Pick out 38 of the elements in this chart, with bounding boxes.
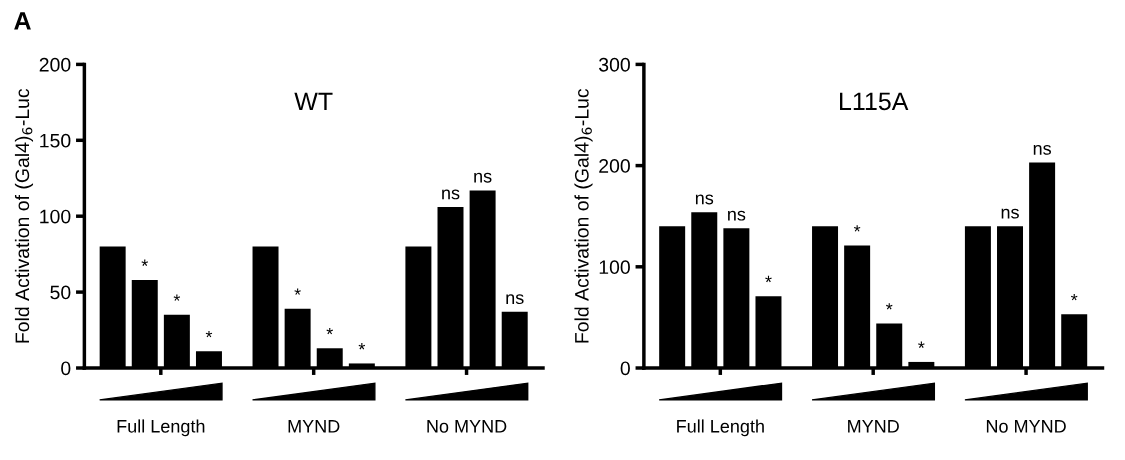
data-label: ns bbox=[1001, 208, 1019, 219]
x-tick-label: Full Length bbox=[117, 419, 205, 437]
data-label: ns bbox=[474, 172, 492, 183]
data-label: ns bbox=[1033, 144, 1051, 155]
text: L115A bbox=[840, 92, 909, 111]
y-tick-label: 0 bbox=[61, 361, 71, 376]
y-tick-label: 0 bbox=[620, 361, 630, 376]
y-tick-label: 300 bbox=[598, 57, 630, 72]
y-tick-label: 200 bbox=[599, 159, 630, 173]
data-label: ns bbox=[506, 294, 524, 305]
data-label: * bbox=[173, 294, 181, 301]
data-label: * bbox=[205, 330, 213, 338]
data-label: * bbox=[1071, 294, 1078, 301]
text: A bbox=[14, 12, 31, 30]
y-tick-label: 100 bbox=[599, 260, 630, 275]
y-tick-label: 200 bbox=[39, 57, 71, 72]
data-label: * bbox=[853, 225, 861, 232]
y-tick-label: 100 bbox=[40, 209, 71, 224]
data-label: ns bbox=[728, 210, 746, 221]
data-label: * bbox=[358, 343, 366, 350]
data-label: * bbox=[918, 341, 925, 348]
x-tick-label: MYND bbox=[848, 420, 899, 433]
data-label: * bbox=[294, 288, 301, 295]
data-label: ns bbox=[695, 194, 714, 205]
y-tick-label: 50 bbox=[50, 285, 71, 300]
x-tick-label: MYND bbox=[288, 420, 340, 433]
x-tick-label: No MYND bbox=[986, 420, 1066, 433]
x-tick-label: No MYND bbox=[427, 420, 507, 433]
y-tick-label: 150 bbox=[40, 133, 71, 148]
data-label: * bbox=[141, 259, 148, 266]
y-axis-title: Fold Activation of (Gal4)$_{6}$-Luc bbox=[14, 88, 34, 343]
data-label: ns bbox=[442, 189, 460, 200]
data-label: * bbox=[886, 303, 893, 310]
y-axis-title: Fold Activation of (Gal4)$_{6}$-Luc bbox=[574, 88, 593, 343]
text: WT bbox=[294, 92, 333, 110]
data-label: * bbox=[326, 327, 333, 335]
x-tick-label: Full Length bbox=[677, 419, 764, 437]
data-label: * bbox=[765, 275, 772, 283]
